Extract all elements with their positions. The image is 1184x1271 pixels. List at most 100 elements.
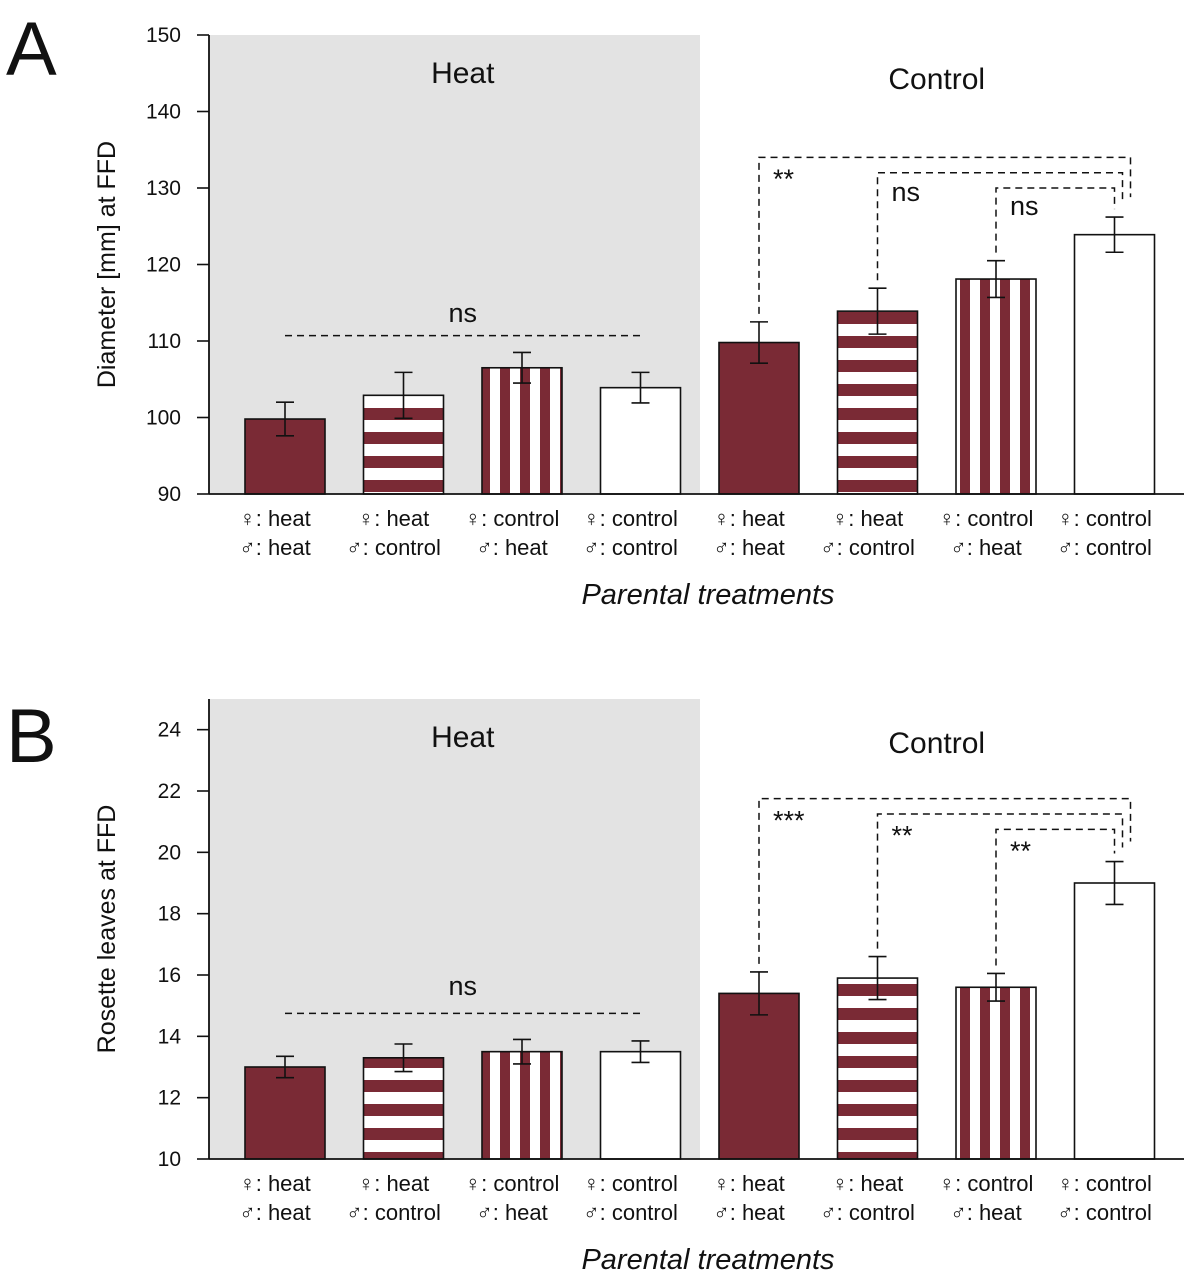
error-bar-1: [276, 1055, 294, 1079]
x-tick-label-female: ♀: control: [465, 1171, 560, 1196]
bar-2: [362, 1057, 445, 1160]
significance-label: **: [1010, 836, 1032, 866]
x-tick-label-male: ♂: heat: [950, 1200, 1022, 1225]
x-tick-label-male: ♂: control: [820, 1200, 915, 1225]
significance-label: ns: [448, 298, 477, 328]
significance-annotation-3: ns: [876, 171, 1124, 281]
significance-annotation-2: ***: [758, 797, 1132, 964]
significance-label: ns: [892, 177, 921, 207]
x-tick-label-female: ♀: control: [939, 1171, 1034, 1196]
x-tick-label-female: ♀: heat: [239, 1171, 311, 1196]
significance-label: ***: [773, 805, 805, 835]
y-tick-label: 150: [146, 24, 181, 47]
y-tick-label: 24: [158, 719, 182, 742]
y-tick-label: 110: [148, 330, 181, 353]
error-bar-2: [394, 1043, 413, 1073]
x-tick-label-male: ♂: heat: [713, 535, 785, 560]
significance-annotation-3: **: [876, 813, 1124, 949]
group-label-heat: Heat: [431, 57, 495, 90]
panel-b: B Heat Control 10 12 14 16 18 20 22 24 Rosette leav…: [6, 694, 1184, 1271]
panel-letter: A: [6, 7, 57, 92]
significance-label: **: [892, 821, 914, 851]
x-tick-label-male: ♂: control: [1057, 1200, 1152, 1225]
bar-8: [1073, 233, 1156, 495]
bar-6: [836, 977, 919, 1160]
x-tick-label-female: ♀: control: [465, 506, 560, 531]
x-tick-label-female: ♀: heat: [358, 1171, 430, 1196]
x-tick-label-male: ♂: heat: [950, 535, 1022, 560]
significance-bracket: [876, 171, 1124, 281]
error-bar-8: [1105, 216, 1124, 254]
significance-bracket: [758, 156, 1132, 314]
error-bar-1: [276, 401, 294, 437]
bar-3: [481, 1050, 563, 1160]
bar-6: [836, 310, 919, 495]
significance-annotation-2: **: [758, 156, 1132, 314]
y-tick-label: 120: [146, 254, 181, 277]
significance-label: ns: [1010, 191, 1039, 221]
bar-3: [481, 366, 563, 495]
panel-letter: B: [6, 694, 57, 779]
y-tick-label: 12: [158, 1087, 181, 1110]
significance-annotation-4: ns: [995, 187, 1116, 253]
significance-bracket: [758, 797, 1132, 964]
bar-4: [599, 1050, 682, 1160]
x-tick-label-male: ♂: heat: [239, 535, 311, 560]
significance-label: **: [773, 164, 795, 194]
error-bar-8: [1105, 860, 1124, 906]
bar-5: [718, 992, 800, 1160]
x-tick-label-female: ♀: heat: [832, 506, 904, 531]
x-axis-label: Parental treatments: [581, 1244, 834, 1271]
x-tick-label-female: ♀: heat: [713, 1171, 785, 1196]
y-axis-label: Rosette leaves at FFD: [93, 805, 121, 1054]
significance-annotation-1: ns: [285, 971, 641, 1015]
significance-bracket: [995, 187, 1116, 253]
x-tick-label-male: ♂: control: [1057, 535, 1152, 560]
x-tick-label-female: ♀: control: [1057, 1171, 1152, 1196]
error-bar-6: [868, 287, 887, 335]
group-label-control: Control: [888, 727, 985, 760]
bar-8: [1073, 882, 1156, 1160]
y-tick-label: 18: [158, 903, 181, 926]
bar-7: [955, 986, 1037, 1160]
significance-annotation-4: **: [995, 828, 1116, 966]
x-tick-label-female: ♀: control: [1057, 506, 1152, 531]
bar-1: [244, 1066, 326, 1160]
y-tick-label: 130: [146, 177, 181, 200]
x-tick-label-female: ♀: control: [583, 506, 678, 531]
group-label-heat: Heat: [431, 721, 495, 754]
x-tick-label-male: ♂: control: [346, 1200, 441, 1225]
significance-bracket: [876, 813, 1124, 949]
y-axis-label: Diameter [mm] at FFD: [93, 141, 121, 388]
error-bar-3: [513, 1038, 531, 1065]
error-bar-5: [750, 321, 768, 364]
error-bar-7: [987, 972, 1005, 1002]
significance-annotation-1: ns: [285, 298, 641, 337]
group-label-control: Control: [888, 63, 985, 96]
x-tick-label-male: ♂: control: [820, 535, 915, 560]
error-bar-7: [987, 259, 1005, 299]
y-tick-label: 140: [146, 101, 181, 124]
y-tick-label: 90: [158, 483, 181, 506]
y-tick-label: 22: [158, 780, 181, 803]
error-bar-6: [868, 955, 887, 1001]
y-tick-label: 100: [146, 407, 181, 430]
x-tick-label-male: ♂: heat: [476, 1200, 548, 1225]
x-tick-label-female: ♀: heat: [358, 506, 430, 531]
x-tick-label-female: ♀: heat: [832, 1171, 904, 1196]
x-tick-label-female: ♀: control: [939, 506, 1034, 531]
significance-bracket: [995, 828, 1116, 966]
bar-7: [955, 278, 1037, 495]
bar-4: [599, 386, 682, 495]
x-tick-label-male: ♂: heat: [239, 1200, 311, 1225]
x-tick-label-male: ♂: control: [346, 535, 441, 560]
y-tick-label: 10: [158, 1148, 181, 1171]
x-tick-label-female: ♀: heat: [239, 506, 311, 531]
x-tick-label-female: ♀: heat: [713, 506, 785, 531]
x-tick-label-male: ♂: heat: [476, 535, 548, 560]
x-tick-label-male: ♂: control: [583, 1200, 678, 1225]
bar-5: [718, 341, 800, 495]
x-tick-label-male: ♂: heat: [713, 1200, 785, 1225]
y-tick-label: 14: [158, 1025, 182, 1048]
